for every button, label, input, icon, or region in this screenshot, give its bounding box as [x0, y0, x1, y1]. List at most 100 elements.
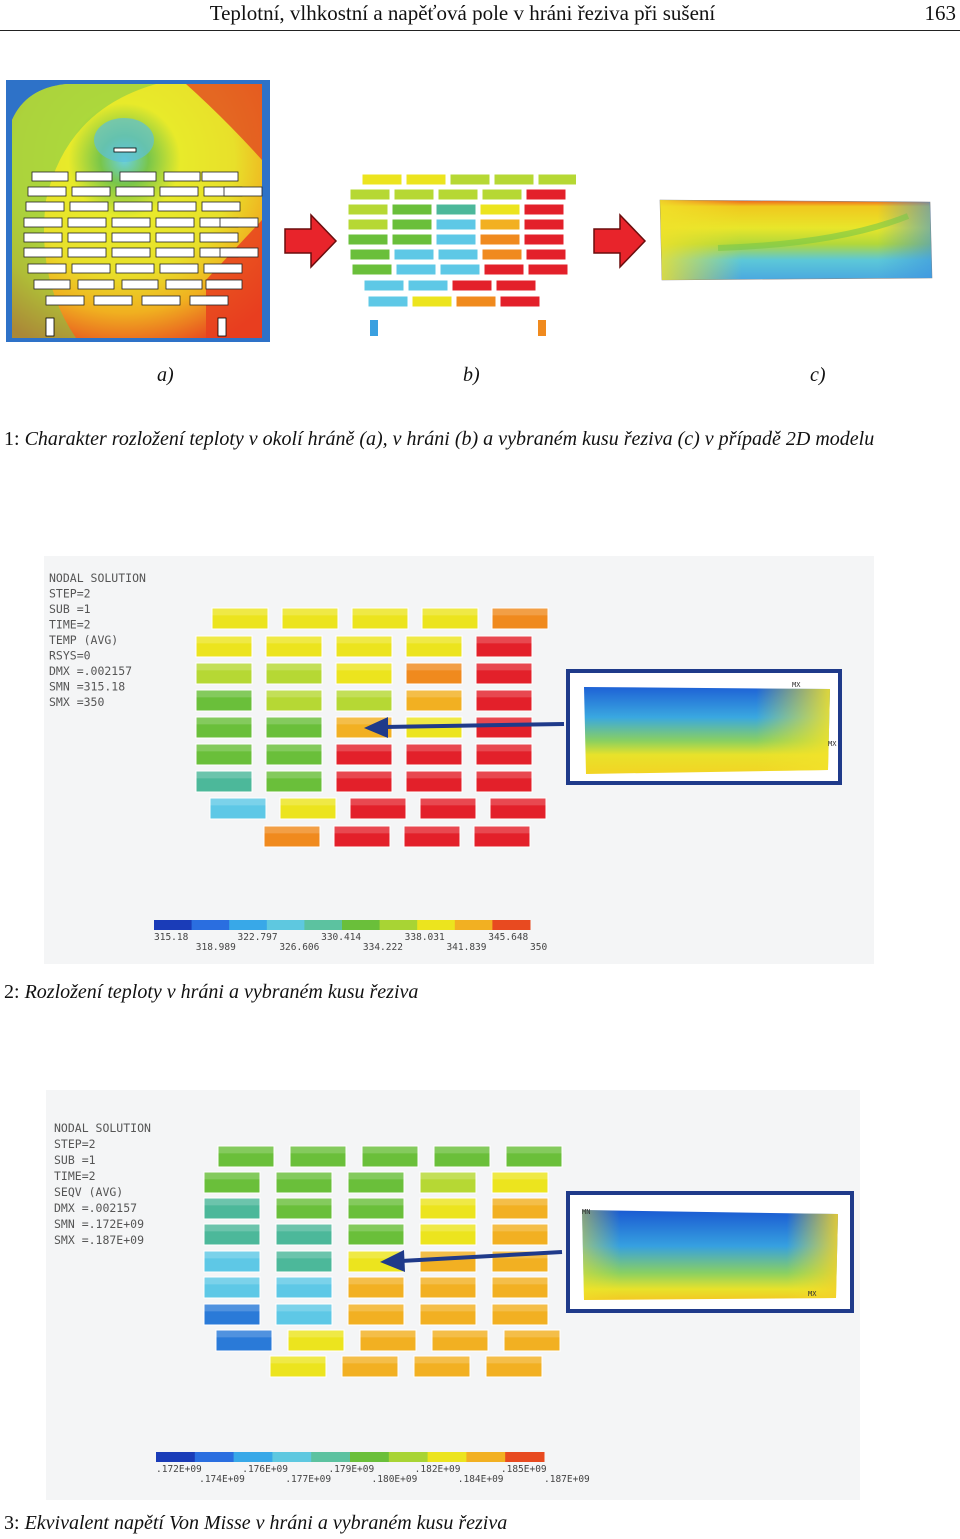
board-highlight — [476, 690, 532, 698]
board-cell — [491, 1171, 549, 1194]
board-cell — [361, 1145, 419, 1168]
legend-tick-label: .185E+09 — [501, 1464, 547, 1475]
board-cell — [347, 1171, 405, 1194]
legend-tick-label: .187E+09 — [544, 1474, 590, 1485]
board-cell — [413, 1355, 471, 1378]
board-cell — [405, 662, 463, 685]
legend-tick-label: 345.648 — [488, 932, 528, 943]
board-cell — [155, 217, 195, 228]
board-highlight — [336, 744, 392, 752]
legend-color-band — [233, 1452, 273, 1462]
board-cell — [525, 188, 567, 201]
board-cell — [275, 1197, 333, 1220]
figure3-pointer-arrow — [380, 1250, 563, 1272]
board-highlight — [276, 1224, 332, 1232]
board-highlight — [404, 826, 460, 834]
board-cell — [265, 689, 323, 712]
board-highlight — [196, 663, 252, 671]
figure3-caption-text: Ekvivalent napětí Von Misse v hráni a vy… — [24, 1512, 508, 1534]
running-header: Teplotní, vlhkostní a napěťová pole v hr… — [0, 0, 960, 31]
board-highlight — [506, 1146, 562, 1154]
figure1-caption: 1: Charakter rozložení teploty v okolí h… — [4, 428, 874, 451]
board-highlight — [348, 1277, 404, 1285]
board-cell — [437, 188, 479, 201]
board-cell — [391, 203, 433, 216]
board-highlight — [420, 1251, 476, 1259]
board-highlight — [476, 663, 532, 671]
support-block — [370, 320, 378, 336]
board-highlight — [216, 1330, 272, 1338]
board-cell — [479, 203, 521, 216]
board-highlight — [276, 1251, 332, 1259]
board-highlight — [492, 608, 548, 616]
board-cell — [347, 203, 389, 216]
legend-color-band — [388, 1452, 429, 1462]
board-cell — [275, 1223, 333, 1246]
board-cell — [165, 279, 203, 290]
board-cell — [421, 607, 479, 630]
board-cell — [335, 689, 393, 712]
plot-info-line: DMX =.002157 — [49, 664, 132, 678]
board-cell — [419, 1171, 477, 1194]
board-highlight — [406, 690, 462, 698]
figure3-caption: 3: Ekvivalent napětí Von Misse v hráni a… — [4, 1512, 507, 1535]
board-cell — [491, 1303, 549, 1326]
board-highlight — [434, 1146, 490, 1154]
board-cell — [67, 232, 107, 243]
board-cell — [23, 217, 63, 228]
board-cell — [455, 295, 497, 308]
legend-color-band — [505, 1452, 545, 1462]
board-highlight — [406, 744, 462, 752]
legend-tick-label: 330.414 — [321, 932, 361, 943]
board-highlight — [348, 1251, 404, 1259]
board-cell — [27, 263, 67, 274]
board-highlight — [492, 1304, 548, 1312]
board-cell — [159, 263, 199, 274]
plot-info-line: SMN =.172E+09 — [54, 1217, 144, 1231]
board-cell — [159, 186, 199, 197]
figure2-caption-text: Rozložení teploty v hráni a vybraném kus… — [24, 981, 419, 1003]
plot-info-line: SEQV (AVG) — [54, 1185, 123, 1199]
board-cell — [393, 188, 435, 201]
board-cell — [349, 188, 391, 201]
board-cell — [119, 171, 157, 182]
board-cell — [363, 279, 405, 292]
board-highlight — [196, 636, 252, 644]
board-cell — [479, 233, 521, 246]
board-highlight — [204, 1251, 260, 1259]
legend-color-band — [156, 1452, 196, 1462]
support-block — [538, 320, 546, 336]
board-cell — [435, 218, 477, 231]
board-cell — [335, 635, 393, 658]
board-highlight — [336, 636, 392, 644]
board-cell — [93, 295, 133, 306]
board-highlight — [282, 608, 338, 616]
board-cell — [351, 263, 393, 276]
legend-color-band — [350, 1452, 390, 1462]
board-cell — [67, 247, 107, 258]
board-cell — [275, 1250, 333, 1273]
board-highlight — [342, 1356, 398, 1364]
figure1-panel-c — [659, 199, 933, 281]
board-cell — [435, 233, 477, 246]
board-cell — [203, 1250, 261, 1273]
board-cell — [475, 770, 533, 793]
board-cell — [219, 247, 259, 258]
board-cell — [523, 233, 565, 246]
board-cell — [203, 263, 243, 274]
legend-color-band — [427, 1452, 467, 1462]
board-cell — [433, 1145, 491, 1168]
board-cell — [419, 797, 477, 820]
board-cell — [391, 218, 433, 231]
board-cell — [31, 171, 69, 182]
board-cell — [451, 279, 493, 292]
board-cell — [195, 716, 253, 739]
board-cell — [281, 607, 339, 630]
board-highlight — [280, 798, 336, 806]
board-cell — [203, 1197, 261, 1220]
plot-info-line: TEMP (AVG) — [49, 633, 118, 647]
legend-color-band — [304, 920, 343, 930]
board-highlight — [196, 771, 252, 779]
board-cell — [209, 797, 267, 820]
board-cell — [439, 263, 481, 276]
